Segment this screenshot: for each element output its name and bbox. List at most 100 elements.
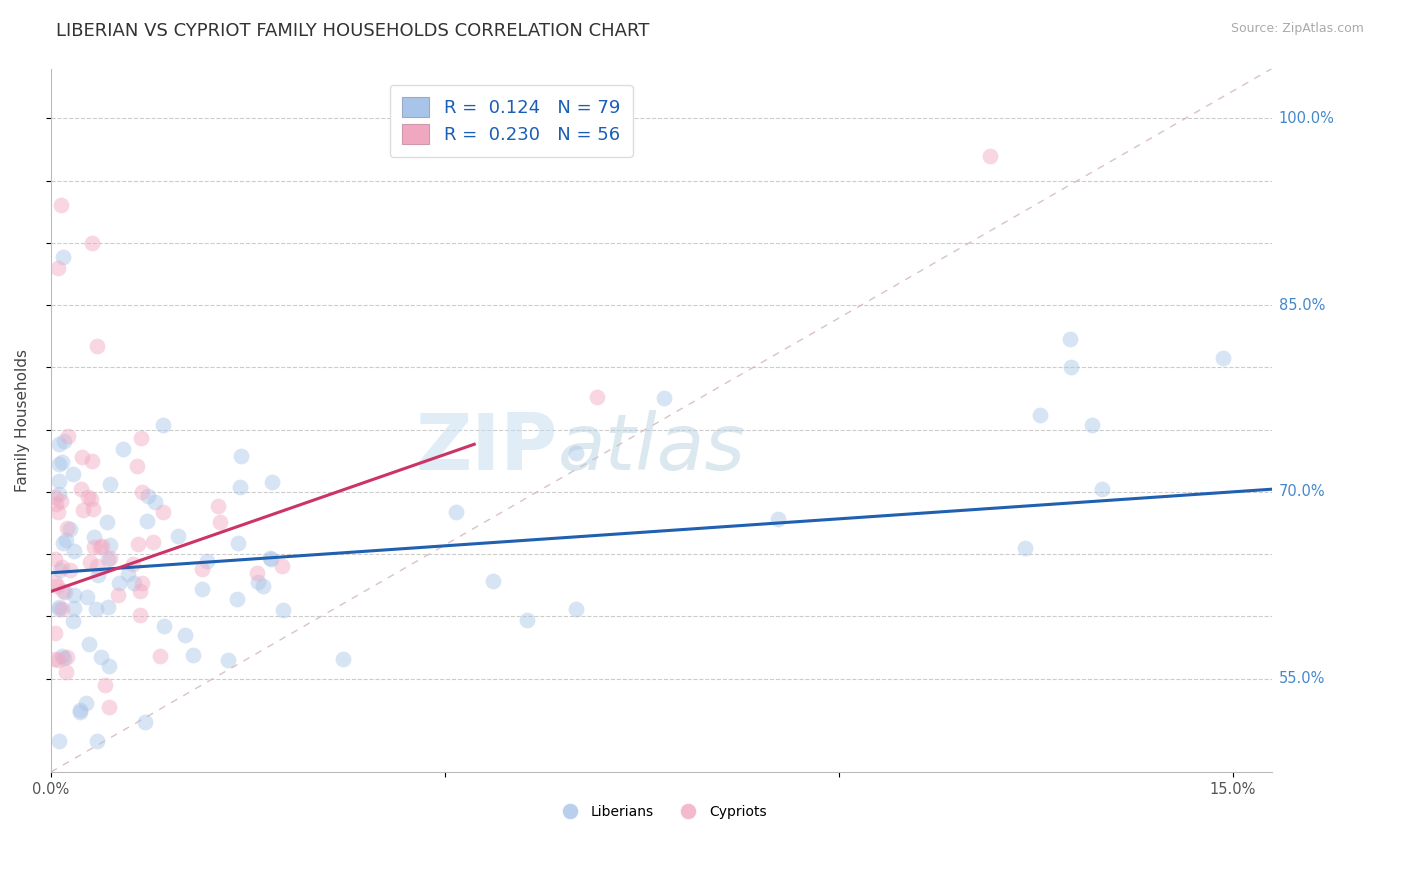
Text: 85.0%: 85.0% (1279, 298, 1326, 312)
Point (565, 446, 588, 460)
Point (270, 559, 292, 574)
Point (131, 575, 153, 590)
Point (76, 696, 98, 710)
Point (246, 566, 269, 580)
Legend: Liberians, Cypriots: Liberians, Cypriots (550, 800, 772, 825)
Point (94, 678, 117, 692)
Point (1212, 351, 1234, 366)
Text: 55.0%: 55.0% (1279, 671, 1326, 686)
Point (152, 417, 174, 432)
Point (62, 467, 84, 481)
Point (51, 455, 73, 469)
Point (191, 562, 214, 576)
Point (153, 619, 176, 633)
Text: LIBERIAN VS CYPRIOT FAMILY HOUSEHOLDS CORRELATION CHART: LIBERIAN VS CYPRIOT FAMILY HOUSEHOLDS CO… (56, 22, 650, 40)
Point (1081, 417, 1104, 432)
Text: 100.0%: 100.0% (1279, 111, 1334, 126)
Point (148, 649, 170, 664)
Point (142, 534, 165, 549)
Point (90, 650, 112, 665)
Point (49, 494, 72, 508)
Point (44, 651, 66, 665)
Point (69, 705, 91, 719)
Point (56, 649, 79, 664)
Point (108, 576, 131, 591)
Y-axis label: Family Households: Family Households (15, 349, 30, 491)
Point (97, 700, 120, 714)
Point (97, 552, 120, 566)
Point (100, 477, 122, 491)
Point (225, 591, 247, 606)
Point (1059, 332, 1081, 346)
Point (122, 576, 145, 591)
Point (79, 555, 101, 569)
Point (260, 551, 283, 566)
Point (46, 505, 69, 519)
Point (166, 529, 188, 543)
Point (56, 521, 79, 535)
Point (51, 559, 73, 574)
Point (55, 665, 77, 680)
Text: ZIP: ZIP (415, 410, 558, 486)
Point (44, 574, 66, 589)
Point (82, 454, 104, 468)
Point (53, 584, 76, 599)
Point (77, 637, 100, 651)
Point (72, 502, 94, 516)
Point (143, 495, 166, 509)
Point (207, 499, 229, 513)
Point (181, 648, 204, 663)
Point (80, 491, 103, 506)
Point (45, 579, 67, 593)
Point (98, 537, 121, 551)
Point (1060, 360, 1083, 375)
Point (44, 552, 66, 566)
Point (48, 602, 70, 616)
Point (45, 497, 67, 511)
Point (979, 149, 1001, 163)
Point (59, 563, 82, 577)
Point (62, 588, 84, 602)
Point (86, 559, 108, 574)
Point (260, 475, 283, 490)
Point (332, 652, 354, 666)
Point (246, 574, 269, 589)
Point (134, 715, 156, 730)
Point (49, 198, 72, 212)
Point (86, 734, 108, 748)
Point (131, 484, 153, 499)
Point (44, 625, 66, 640)
Point (63, 544, 86, 558)
Point (70, 450, 93, 464)
Point (208, 515, 231, 529)
Point (59, 522, 82, 536)
Point (44, 491, 66, 505)
Point (107, 589, 129, 603)
Point (96, 515, 118, 529)
Point (136, 514, 159, 528)
Point (516, 614, 538, 628)
Point (271, 602, 294, 616)
Point (766, 512, 789, 526)
Point (129, 584, 152, 599)
Point (83, 530, 105, 544)
Point (46, 653, 69, 667)
Point (56, 429, 79, 443)
Point (444, 505, 467, 519)
Point (1029, 408, 1052, 422)
Point (129, 608, 152, 623)
Point (226, 536, 249, 550)
Point (51, 648, 73, 663)
Point (87, 568, 110, 582)
Point (136, 489, 159, 503)
Point (112, 442, 135, 456)
Point (229, 450, 252, 464)
Point (152, 505, 174, 519)
Point (89, 540, 111, 554)
Point (125, 458, 148, 473)
Point (174, 628, 197, 642)
Point (83, 541, 105, 555)
Point (48, 437, 70, 451)
Point (48, 599, 70, 614)
Point (129, 431, 152, 445)
